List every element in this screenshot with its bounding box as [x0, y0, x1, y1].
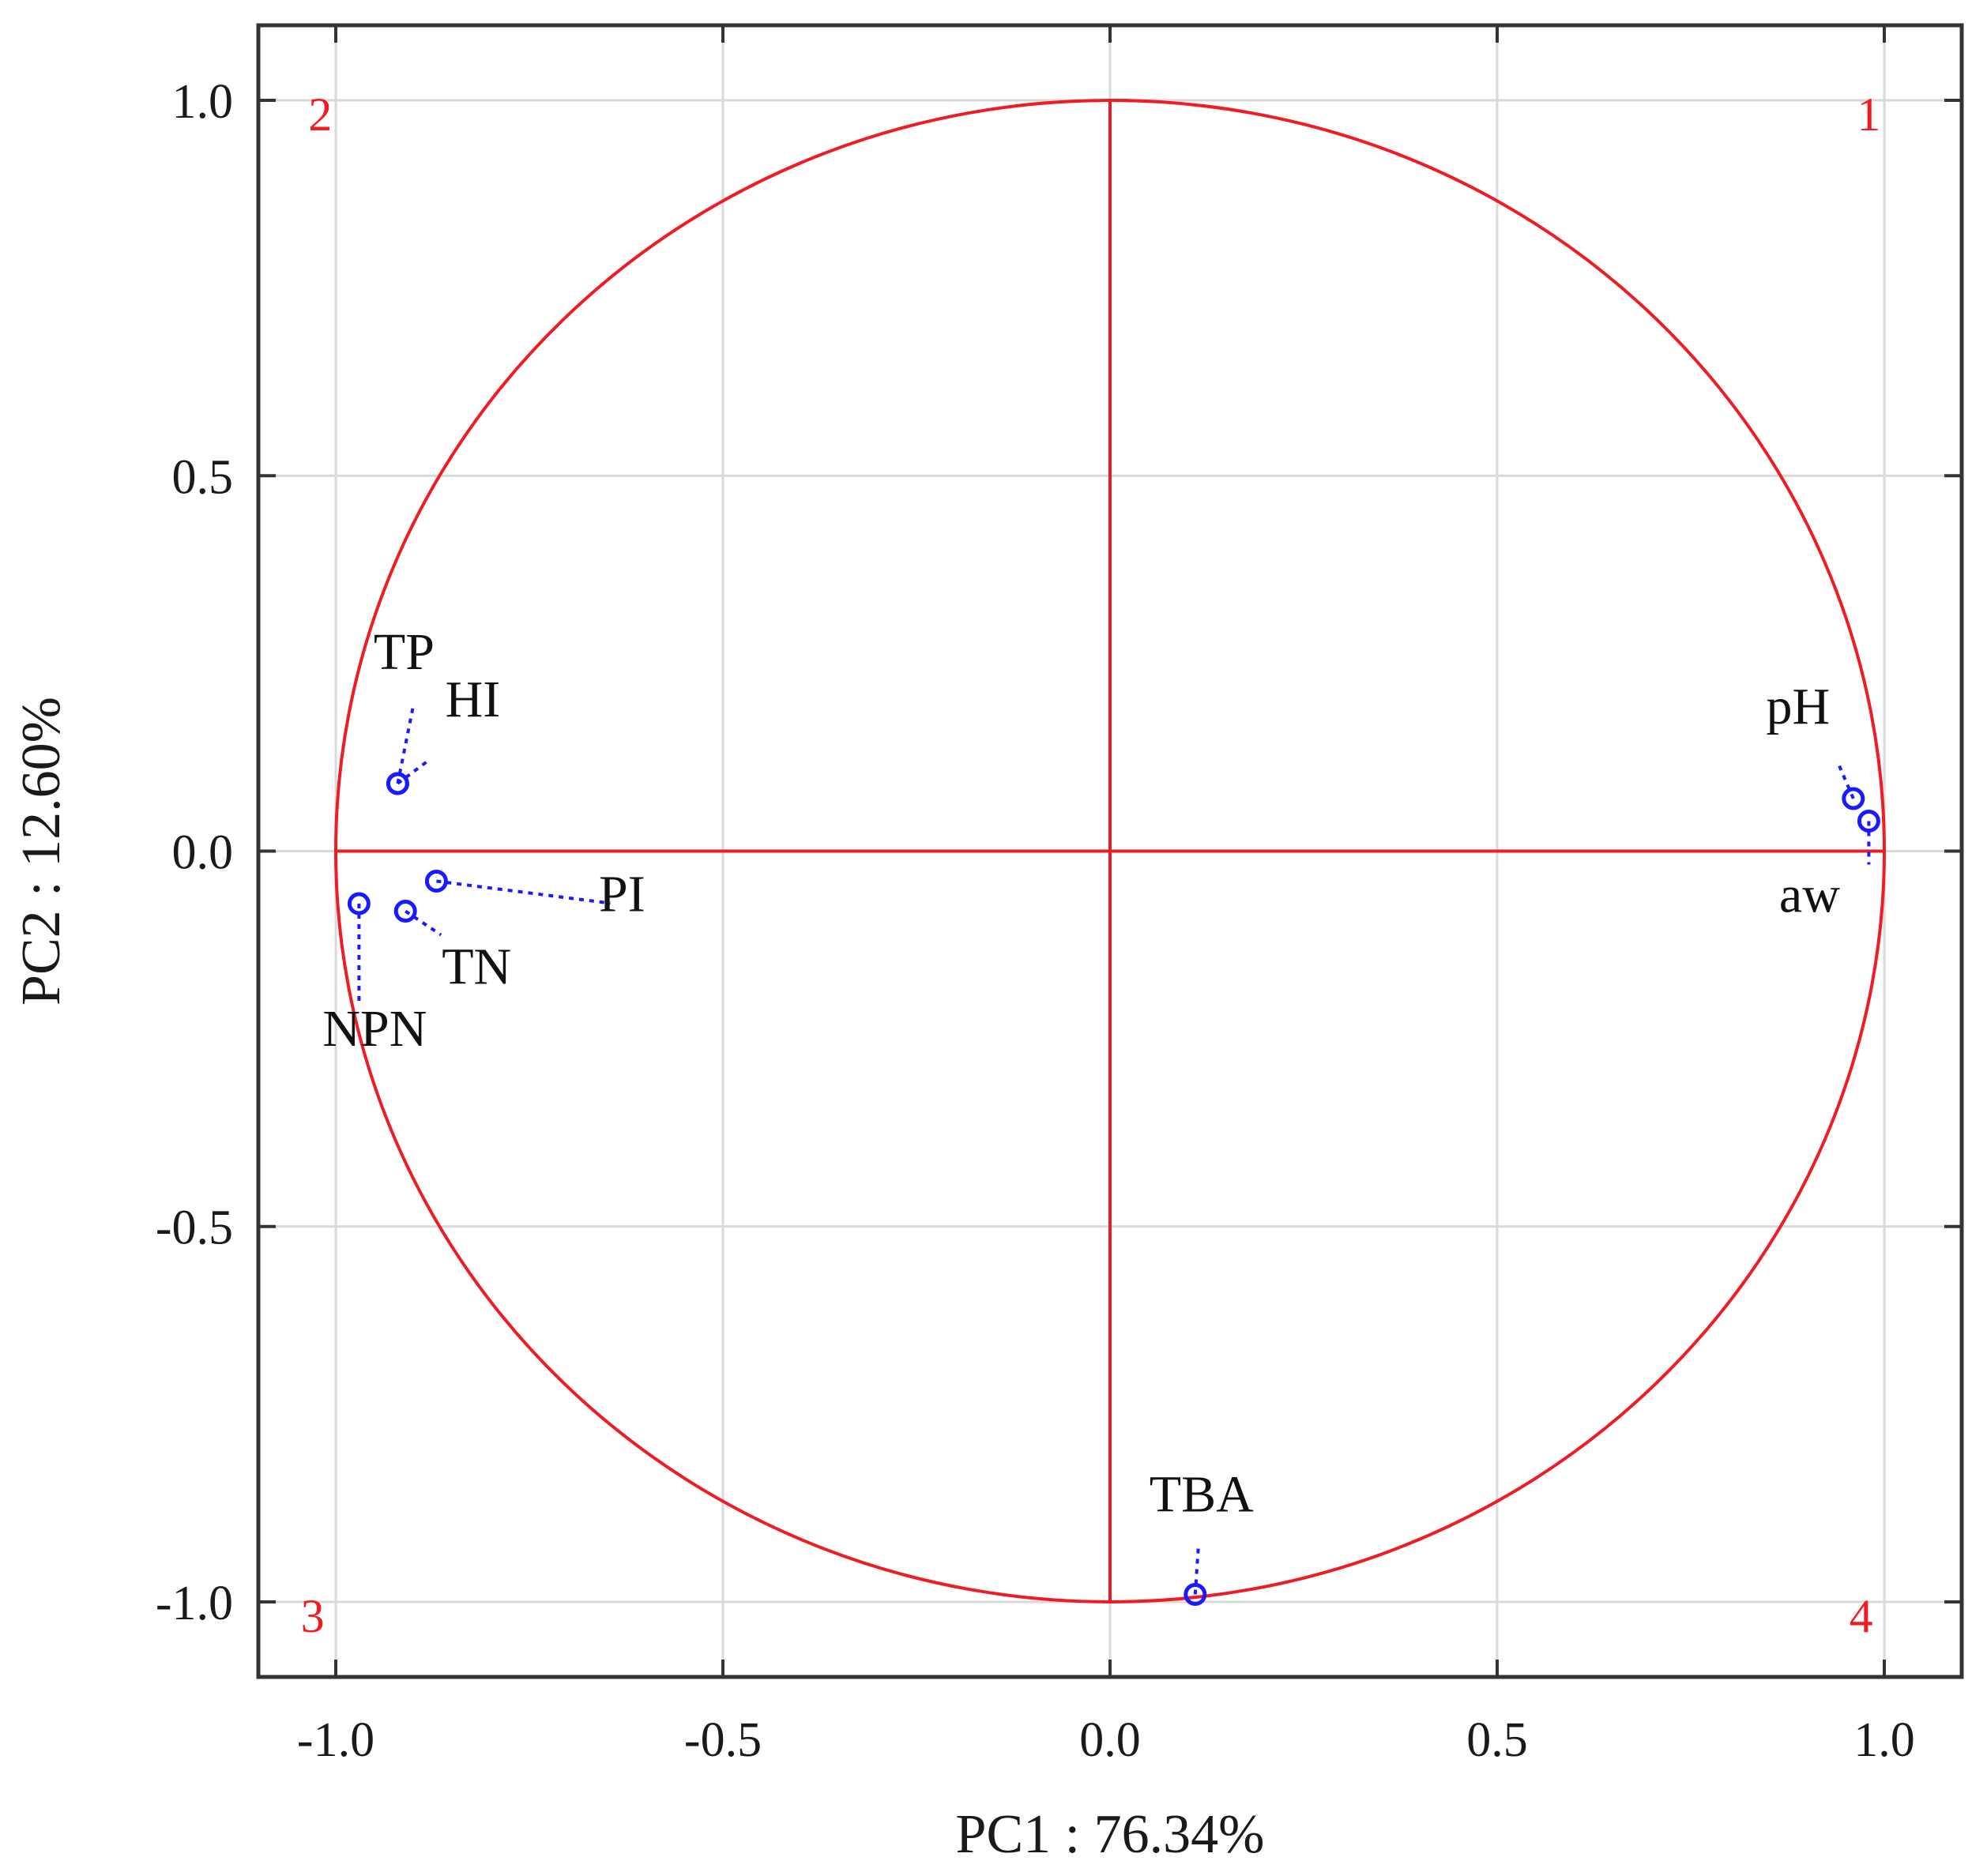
x-tick-label: -1.0 — [297, 1713, 374, 1767]
quadrant-labels: 1 2 3 4 — [301, 88, 1881, 1642]
x-tick-label: -0.5 — [684, 1713, 762, 1767]
x-tick-label: 0.0 — [1079, 1713, 1141, 1767]
quadrant-label-2: 2 — [308, 88, 332, 141]
y-tick-label: -0.5 — [156, 1201, 233, 1255]
quadrant-label-1: 1 — [1857, 88, 1880, 141]
point-label: TN — [442, 938, 511, 996]
point-label: HI — [446, 671, 501, 728]
zero-axes — [336, 100, 1884, 1602]
point-label: TBA — [1150, 1465, 1254, 1523]
data-point — [347, 892, 371, 915]
y-tick-label: 0.0 — [172, 826, 234, 880]
point-leader-line — [1193, 1547, 1200, 1595]
point-label: TP — [374, 623, 435, 681]
y-tick-label: -1.0 — [156, 1577, 233, 1630]
data-point — [386, 772, 409, 795]
point-leader-line — [436, 879, 611, 905]
quadrant-label-4: 4 — [1850, 1590, 1873, 1642]
data-point — [393, 900, 417, 923]
data-point — [424, 870, 448, 893]
data-point — [1184, 1582, 1207, 1606]
unit-circle-layer — [334, 99, 1886, 1603]
data-point — [1842, 787, 1865, 810]
point-leader-line — [396, 704, 416, 784]
point-label: pH — [1766, 678, 1830, 735]
point-label: NPN — [322, 1000, 427, 1058]
x-tick-label: 0.5 — [1466, 1713, 1528, 1767]
x-axis-title: PC1 : 76.34% — [956, 1804, 1265, 1865]
y-tick-label: 0.5 — [172, 450, 234, 504]
point-leader-line — [397, 758, 431, 785]
quadrant-label-3: 3 — [301, 1590, 325, 1642]
data-point — [1857, 809, 1880, 833]
point-label: PI — [599, 866, 645, 923]
unit-circle — [334, 99, 1886, 1603]
point-leader-line — [405, 909, 442, 937]
point-label: aw — [1779, 866, 1840, 923]
y-axis-title: PC2 : 12.60% — [11, 697, 72, 1006]
y-tick-label: 1.0 — [172, 75, 234, 129]
x-tick-label: 1.0 — [1853, 1713, 1915, 1767]
axis-ticks: -1.0 -0.5 0.0 0.5 1.0 1.0 0.5 0.0 -0.5 -1.0 — [156, 25, 1962, 1767]
